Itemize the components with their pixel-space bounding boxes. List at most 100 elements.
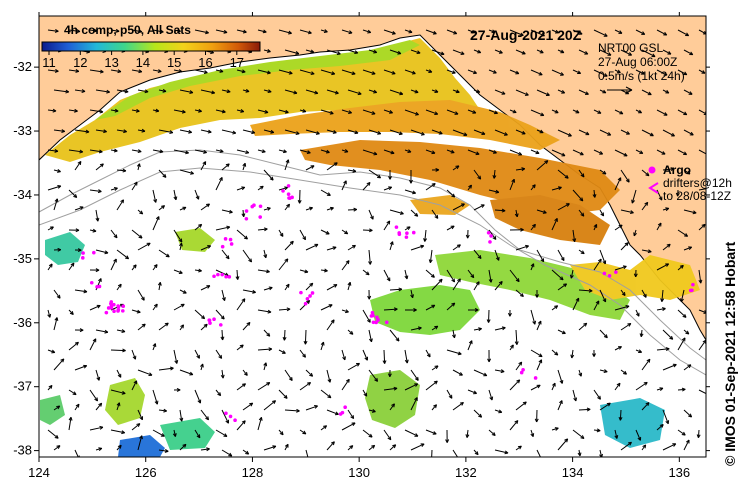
current-arrow-head — [181, 303, 185, 308]
current-arrow-head — [114, 110, 119, 113]
current-arrow — [53, 317, 58, 331]
current-arrow — [572, 429, 585, 439]
current-arrow — [620, 369, 627, 375]
current-arrow-head — [54, 70, 59, 73]
current-arrow — [137, 129, 146, 132]
current-arrow-head — [555, 427, 559, 431]
current-arrow — [557, 400, 563, 411]
current-arrow — [389, 241, 394, 251]
current-arrow-head — [248, 259, 252, 263]
current-arrow — [347, 244, 356, 251]
current-arrow — [299, 229, 306, 240]
current-arrow — [95, 89, 110, 93]
current-arrow — [572, 389, 577, 402]
sst-swath-offshore-9 — [40, 395, 65, 425]
current-arrow — [446, 225, 455, 231]
y-tick-label: -37 — [13, 379, 32, 394]
current-arrow-head — [97, 305, 101, 309]
current-arrow-head — [461, 402, 464, 406]
current-arrow-head — [264, 228, 268, 232]
current-arrow-head — [409, 179, 412, 184]
current-arrow — [284, 283, 290, 291]
current-arrow — [158, 409, 167, 412]
argo-float — [290, 195, 294, 200]
current-arrow — [614, 346, 622, 351]
argo-float — [95, 285, 99, 289]
current-arrow — [236, 298, 246, 311]
argo-float — [370, 310, 375, 315]
current-arrow-head — [143, 323, 146, 328]
current-arrow-head — [241, 186, 246, 191]
current-arrow-head — [682, 388, 686, 392]
current-arrow — [341, 349, 346, 361]
current-arrow — [158, 205, 165, 211]
current-arrow — [326, 369, 331, 383]
current-arrow — [452, 329, 456, 338]
current-arrow — [677, 265, 684, 271]
current-arrow — [473, 204, 485, 211]
current-arrow — [257, 109, 269, 114]
current-arrow — [599, 449, 603, 457]
current-arrow — [488, 229, 497, 240]
y-tick-label: -36 — [13, 315, 32, 330]
current-arrow — [683, 169, 691, 175]
current-arrow-head — [282, 336, 285, 341]
current-arrow — [89, 149, 103, 153]
current-arrow-head — [83, 365, 88, 369]
current-arrow-head — [629, 212, 634, 215]
current-arrow — [173, 189, 177, 200]
current-arrow — [257, 228, 268, 231]
current-arrow — [389, 403, 395, 411]
argo-float — [244, 209, 249, 213]
current-arrow — [362, 182, 371, 191]
current-arrow-head — [139, 417, 143, 421]
current-arrow — [662, 364, 677, 371]
current-arrow — [278, 389, 288, 399]
current-arrow — [698, 339, 706, 351]
current-arrow — [299, 29, 312, 34]
current-arrow-head — [153, 199, 157, 203]
current-arrow-head — [519, 295, 524, 297]
current-arrow — [515, 401, 527, 411]
current-arrow-head — [577, 452, 581, 457]
current-arrow-head — [117, 71, 122, 74]
current-arrow-head — [596, 430, 601, 433]
current-arrow — [236, 186, 245, 191]
y-tick-label: -38 — [13, 443, 32, 458]
argo-float — [224, 274, 228, 279]
current-arrow-head — [188, 131, 192, 134]
current-arrow — [200, 245, 211, 251]
current-arrow — [536, 320, 542, 331]
current-arrow-head — [62, 358, 65, 363]
current-arrow-head — [639, 333, 642, 337]
current-arrow-head — [414, 214, 418, 217]
current-arrow — [305, 129, 320, 135]
current-arrow — [278, 349, 286, 354]
current-arrow-head — [267, 207, 271, 211]
current-arrow-head — [491, 434, 496, 437]
current-arrow — [236, 69, 246, 73]
current-arrow — [536, 209, 547, 214]
argo-float — [218, 323, 223, 327]
current-arrow-head — [572, 238, 576, 243]
current-arrow — [326, 162, 338, 171]
argo-float — [308, 294, 312, 298]
current-arrow-head — [54, 30, 59, 33]
current-arrow-head — [144, 91, 149, 94]
current-arrow — [593, 300, 600, 311]
current-arrow-head — [226, 226, 231, 230]
current-arrow — [467, 340, 473, 351]
current-arrow — [494, 409, 502, 413]
current-arrow-head — [458, 460, 461, 462]
current-arrow-head — [125, 257, 129, 260]
current-arrow-head — [669, 337, 673, 340]
current-arrow-head — [302, 237, 306, 241]
current-arrow — [368, 369, 378, 382]
sst-swath-offshore-8 — [160, 418, 215, 450]
current-arrow-head — [286, 308, 291, 312]
current-arrow-head — [308, 300, 311, 304]
current-arrow-head — [555, 305, 559, 310]
current-arrow-head — [618, 416, 621, 421]
current-arrow-head — [121, 331, 126, 333]
current-arrow — [551, 186, 562, 191]
